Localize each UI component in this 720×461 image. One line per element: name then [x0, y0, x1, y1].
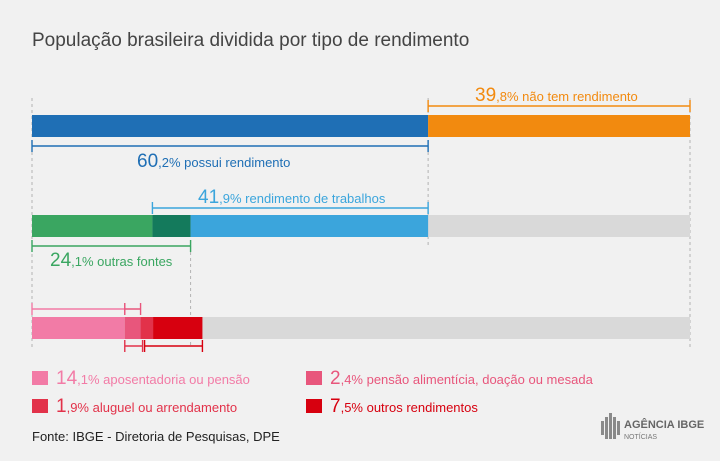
label-outras-fontes: 24,1% outras fontes: [50, 250, 173, 271]
bar-outras-fontes: [32, 215, 153, 237]
bracket-outros: [143, 340, 204, 352]
annotations: 39,8% não tem rendimento 60,2% possui ren…: [50, 85, 638, 271]
bar-outros-rendimentos: [153, 317, 203, 339]
label-rendimento-trabalhos: 41,9% rendimento de trabalhos: [198, 187, 386, 208]
legend: 14,1% aposentadoria ou pensão 2,4% pensão…: [32, 368, 594, 417]
legend-swatch-aposentadoria: [32, 371, 48, 385]
logo-sub: NOTÍCIAS: [624, 432, 657, 441]
legend-label-pensao-alimenticia: 2,4% pensão alimentícia, doação ou mesad…: [330, 368, 594, 389]
bracket-trabalhos: [151, 202, 429, 214]
ibge-logo: AGÊNCIA IBGE NOTÍCIAS: [601, 413, 704, 441]
bar-rendimento-trabalhos: [190, 215, 429, 237]
bracket-pensao: [124, 303, 142, 315]
bar-nao-tem-rendimento: [428, 115, 690, 137]
brackets: [31, 100, 691, 352]
legend-swatch-aluguel: [32, 399, 48, 413]
bar-outras-fontes-sobreposicao: [152, 215, 191, 237]
logo-name: AGÊNCIA IBGE: [624, 418, 704, 431]
legend-label-outros-rendimentos: 7,5% outros rendimentos: [330, 396, 478, 417]
bar-pensao-alimenticia: [124, 317, 141, 339]
bracket-aposentadoria: [31, 303, 126, 315]
legend-swatch-outros-rendimentos: [306, 399, 322, 413]
bars: [32, 115, 690, 339]
label-possui-rendimento: 60,2% possui rendimento: [137, 151, 290, 172]
legend-label-aposentadoria: 14,1% aposentadoria ou pensão: [56, 368, 250, 389]
bar-aposentadoria: [32, 317, 125, 339]
bracket-nao-tem: [427, 100, 691, 112]
bar-aluguel: [140, 317, 154, 339]
bracket-outras-fontes: [31, 240, 192, 252]
bracket-possui: [31, 140, 429, 152]
chart-title: População brasileira dividida por tipo d…: [32, 30, 469, 51]
source-note: Fonte: IBGE - Diretoria de Pesquisas, DP…: [32, 429, 280, 444]
legend-label-aluguel: 1,9% aluguel ou arrendamento: [56, 396, 237, 417]
bracket-aluguel: [124, 340, 144, 352]
ibge-logo-icon: [601, 413, 620, 439]
bar-possui-rendimento: [32, 115, 429, 137]
label-nao-tem-rendimento: 39,8% não tem rendimento: [475, 85, 638, 106]
legend-swatch-pensao-alimenticia: [306, 371, 322, 385]
